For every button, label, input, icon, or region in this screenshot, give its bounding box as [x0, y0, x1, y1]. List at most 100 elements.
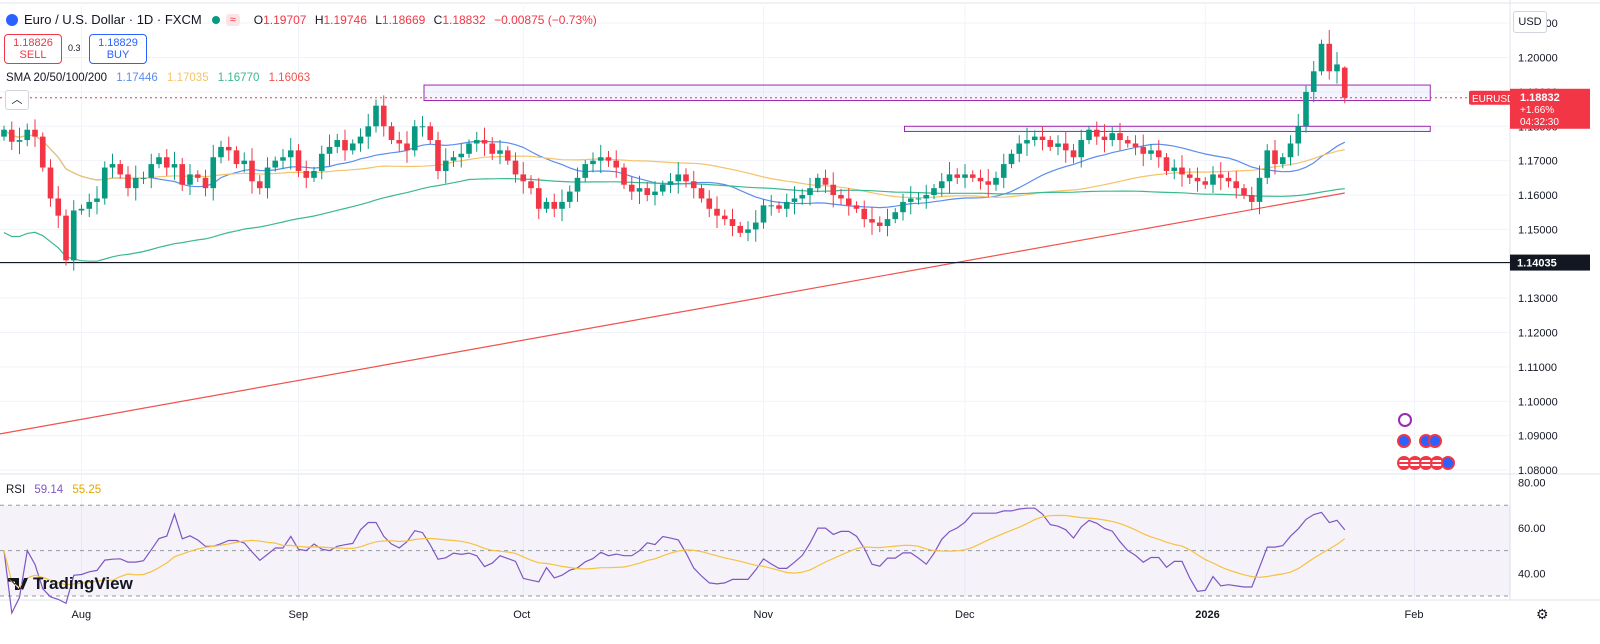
- buy-button[interactable]: 1.18829 BUY: [89, 34, 147, 64]
- candle-body: [1186, 174, 1193, 178]
- collapse-legend-button[interactable]: ︿: [5, 90, 29, 110]
- sma200-line: [0, 192, 1345, 435]
- rsi-line: [3, 507, 1346, 616]
- candle-body: [458, 153, 465, 158]
- wave-icon[interactable]: ≈: [225, 13, 240, 26]
- candle-body: [776, 205, 782, 209]
- candle-body: [830, 184, 837, 196]
- sma-legend[interactable]: SMA 20/50/100/200 1.17446 1.17035 1.1677…: [6, 72, 310, 84]
- candle-body: [295, 150, 302, 171]
- candle-body: [931, 188, 937, 196]
- buy-price: 1.18829: [98, 37, 138, 49]
- resistance-zone: [904, 125, 1431, 132]
- rsi-label: RSI: [6, 484, 26, 496]
- candle-body: [357, 136, 364, 144]
- candle-body: [1047, 140, 1054, 147]
- currency-button[interactable]: USD: [1513, 11, 1547, 33]
- support-label-bg: [1510, 254, 1590, 271]
- sma100-line: [3, 177, 1345, 262]
- eu-event-icon[interactable]: [1397, 434, 1411, 448]
- candle-body: [652, 191, 658, 196]
- price-label-bg: [1510, 88, 1590, 129]
- sma100-value: 1.16770: [217, 72, 260, 84]
- time-tick-label: Oct: [513, 609, 530, 621]
- sma50-line: [3, 129, 1345, 199]
- candle-body: [225, 146, 232, 151]
- eu-event-icon[interactable]: [1428, 434, 1442, 448]
- candle-body: [1062, 143, 1069, 151]
- candle-body: [70, 210, 77, 261]
- candle-body: [218, 146, 224, 158]
- candle-body: [861, 208, 868, 220]
- sell-price: 1.18826: [13, 37, 53, 49]
- candle-body: [977, 177, 984, 182]
- candle-body: [1148, 150, 1154, 154]
- candle-body: [1225, 177, 1232, 182]
- candle-body: [543, 201, 550, 209]
- candle-body: [148, 164, 155, 178]
- time-tick-label: Aug: [72, 609, 92, 621]
- tradingview-wordmark: TradingView: [33, 574, 133, 593]
- settings-gear-icon[interactable]: ⚙: [1536, 606, 1549, 622]
- price-tick-label: 1.11000: [1518, 362, 1557, 374]
- candle-body: [55, 198, 62, 216]
- time-tick-label: 2026: [1195, 609, 1219, 621]
- symbol-title[interactable]: Euro / U.S. Dollar · 1D · FXCM: [24, 12, 202, 27]
- candle-body: [1233, 181, 1240, 189]
- candle-body: [1000, 164, 1007, 178]
- sell-button[interactable]: 1.18826 SELL: [4, 34, 62, 64]
- candle-body: [194, 174, 201, 178]
- candle-body: [1341, 67, 1348, 98]
- candle-body: [365, 126, 372, 137]
- candle-body: [179, 164, 186, 185]
- candle-body: [1016, 143, 1023, 154]
- tradingview-icon: [8, 578, 28, 590]
- candle-body: [845, 198, 852, 206]
- eu-event-icon[interactable]: [1441, 456, 1455, 470]
- candle-body: [171, 164, 178, 168]
- candle-body: [760, 205, 767, 223]
- candle-body: [1326, 43, 1333, 72]
- rsi-ma-value: 55.25: [72, 484, 102, 496]
- sma20-line: [3, 129, 1346, 209]
- candle-body: [342, 140, 348, 151]
- candle-body: [721, 215, 728, 220]
- candle-body: [1155, 150, 1162, 158]
- candle-body: [714, 208, 720, 216]
- change-label: +1.66%: [1520, 105, 1554, 116]
- candle-body: [613, 160, 620, 168]
- candle-body: [783, 201, 790, 209]
- event-lightning-icon[interactable]: [1398, 413, 1412, 427]
- candle-body: [1202, 181, 1209, 185]
- rsi-legend[interactable]: RSI 59.14 55.25: [6, 484, 101, 496]
- candle-body: [140, 177, 147, 179]
- candle-body: [1171, 167, 1178, 171]
- candle-body: [690, 181, 697, 189]
- sell-label: SELL: [19, 49, 47, 61]
- candle-body: [582, 164, 589, 178]
- candle-body: [373, 105, 379, 127]
- candle-body: [628, 184, 635, 192]
- ohlc-open-key: O: [253, 12, 264, 27]
- chevron-up-icon: ︿: [11, 94, 23, 106]
- chart-header: Euro / U.S. Dollar · 1D · FXCM ≈ O1.1970…: [6, 12, 602, 27]
- candle-body: [1, 129, 7, 137]
- candle-body: [504, 150, 511, 161]
- candle-body: [473, 140, 480, 144]
- candle-body: [442, 160, 449, 171]
- candle-body: [256, 181, 263, 189]
- candle-body: [334, 140, 341, 147]
- candle-body: [1264, 150, 1271, 178]
- candle-body: [791, 198, 798, 202]
- candle-body: [644, 188, 651, 196]
- ohlc-close-key: C: [433, 12, 443, 27]
- price-tick-label: 1.13000: [1518, 293, 1558, 305]
- candle-body: [163, 157, 170, 168]
- candle-body: [1086, 129, 1092, 141]
- ohlc-change: −0.00875 (−0.73%): [494, 12, 597, 27]
- candle-body: [1194, 177, 1201, 182]
- tradingview-logo[interactable]: TradingView: [8, 574, 133, 594]
- candle-body: [1031, 136, 1038, 141]
- candle-body: [1217, 174, 1224, 178]
